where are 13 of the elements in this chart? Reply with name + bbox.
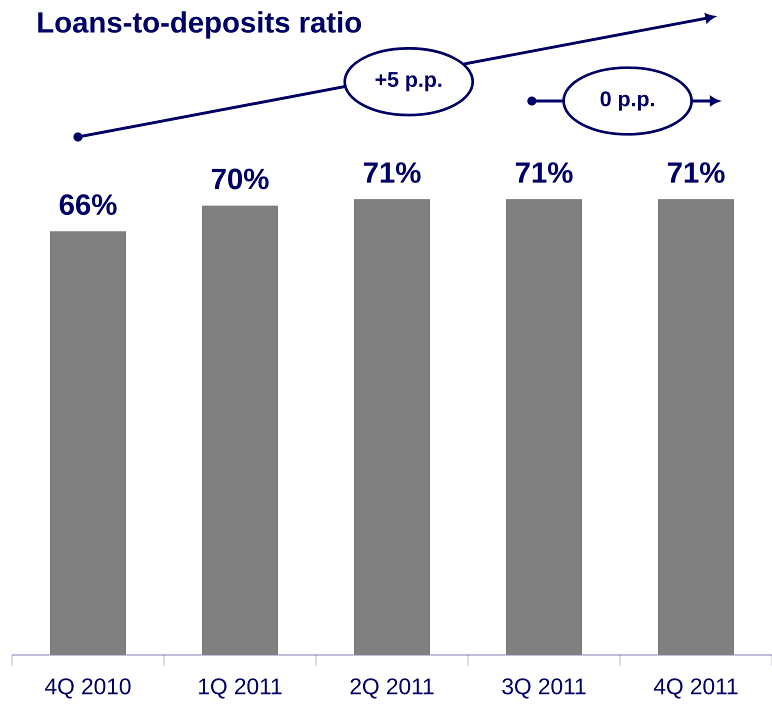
- x-tick-label: 3Q 2011: [502, 678, 586, 698]
- data-label: 66%: [60, 194, 117, 216]
- text: +5 p.p.: [376, 72, 442, 92]
- data-label: 71%: [668, 162, 725, 183]
- data-label: 70%: [212, 168, 269, 190]
- data-label: 71%: [516, 162, 573, 183]
- x-tick-label: 2Q 2011: [350, 678, 434, 698]
- x-tick-label: 4Q 2010: [45, 678, 131, 698]
- chart-title: Loans-to-deposits ratio: [38, 11, 362, 39]
- x-tick-label: 1Q 2011: [199, 678, 282, 698]
- text: 0 p.p.: [600, 91, 654, 111]
- x-tick-label: 4Q 2011: [654, 678, 738, 698]
- data-label: 71%: [364, 162, 421, 183]
